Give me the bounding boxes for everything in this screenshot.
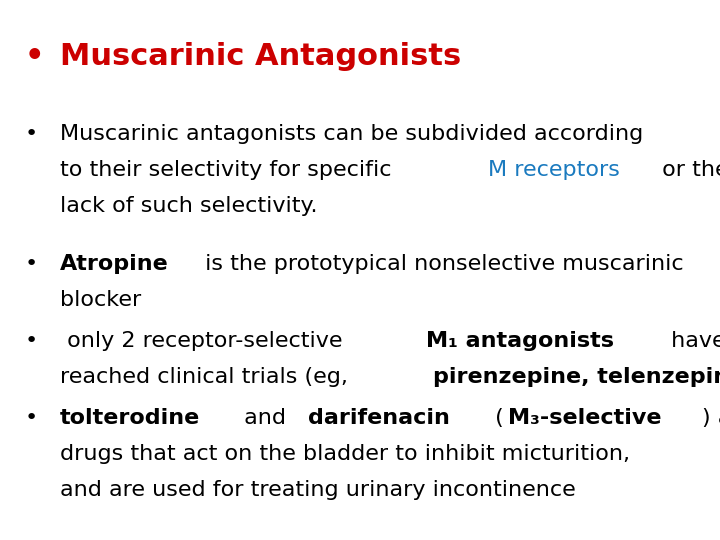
Text: reached clinical trials (eg,: reached clinical trials (eg, [60, 367, 355, 387]
Text: to their selectivity for specific: to their selectivity for specific [60, 160, 399, 180]
Text: •: • [24, 254, 38, 274]
Text: Muscarinic antagonists can be subdivided according: Muscarinic antagonists can be subdivided… [60, 124, 644, 145]
Text: M receptors: M receptors [488, 160, 620, 180]
Text: blocker: blocker [60, 290, 141, 310]
Text: •: • [24, 331, 38, 351]
Text: drugs that act on the bladder to inhibit micturition,: drugs that act on the bladder to inhibit… [60, 443, 630, 463]
Text: only 2 receptor-selective: only 2 receptor-selective [60, 331, 350, 351]
Text: or their: or their [655, 160, 720, 180]
Text: lack of such selectivity.: lack of such selectivity. [60, 197, 318, 217]
Text: tolterodine: tolterodine [60, 408, 200, 428]
Text: M₃-selective: M₃-selective [508, 408, 661, 428]
Text: Atropine: Atropine [60, 254, 169, 274]
Text: Muscarinic Antagonists: Muscarinic Antagonists [60, 43, 462, 71]
Text: M₁ antagonists: M₁ antagonists [426, 331, 614, 351]
Text: (: ( [488, 408, 503, 428]
Text: •: • [24, 408, 38, 428]
Text: •: • [24, 124, 38, 145]
Text: and: and [238, 408, 294, 428]
Text: and are used for treating urinary incontinence: and are used for treating urinary incont… [60, 480, 576, 500]
Text: ) are new: ) are new [702, 408, 720, 428]
Text: is the prototypical nonselective muscarinic: is the prototypical nonselective muscari… [197, 254, 683, 274]
Text: pirenzepine, telenzepine: pirenzepine, telenzepine [433, 367, 720, 387]
Text: have: have [664, 331, 720, 351]
Text: •: • [24, 43, 45, 71]
Text: darifenacin: darifenacin [308, 408, 450, 428]
